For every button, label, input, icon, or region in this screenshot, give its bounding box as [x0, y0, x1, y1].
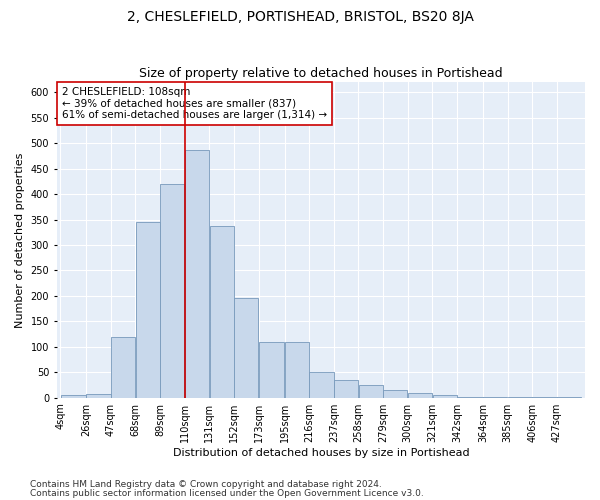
Text: Contains HM Land Registry data © Crown copyright and database right 2024.: Contains HM Land Registry data © Crown c…: [30, 480, 382, 489]
Title: Size of property relative to detached houses in Portishead: Size of property relative to detached ho…: [139, 66, 503, 80]
Y-axis label: Number of detached properties: Number of detached properties: [15, 152, 25, 328]
Bar: [457, 396, 482, 398]
Bar: [508, 397, 532, 398]
X-axis label: Distribution of detached houses by size in Portishead: Distribution of detached houses by size …: [173, 448, 469, 458]
Bar: [532, 397, 557, 398]
Bar: [334, 380, 358, 398]
Bar: [86, 394, 110, 398]
Bar: [111, 336, 135, 398]
Text: 2 CHESLEFIELD: 108sqm
← 39% of detached houses are smaller (837)
61% of semi-det: 2 CHESLEFIELD: 108sqm ← 39% of detached …: [62, 87, 327, 120]
Bar: [136, 222, 160, 398]
Bar: [310, 372, 334, 398]
Bar: [185, 150, 209, 398]
Bar: [557, 396, 581, 398]
Bar: [285, 342, 309, 398]
Bar: [259, 342, 284, 398]
Bar: [235, 298, 259, 398]
Bar: [383, 390, 407, 398]
Bar: [483, 397, 507, 398]
Text: Contains public sector information licensed under the Open Government Licence v3: Contains public sector information licen…: [30, 488, 424, 498]
Bar: [408, 392, 432, 398]
Bar: [433, 395, 457, 398]
Bar: [61, 395, 86, 398]
Bar: [160, 184, 184, 398]
Text: 2, CHESLEFIELD, PORTISHEAD, BRISTOL, BS20 8JA: 2, CHESLEFIELD, PORTISHEAD, BRISTOL, BS2…: [127, 10, 473, 24]
Bar: [359, 385, 383, 398]
Bar: [209, 226, 234, 398]
